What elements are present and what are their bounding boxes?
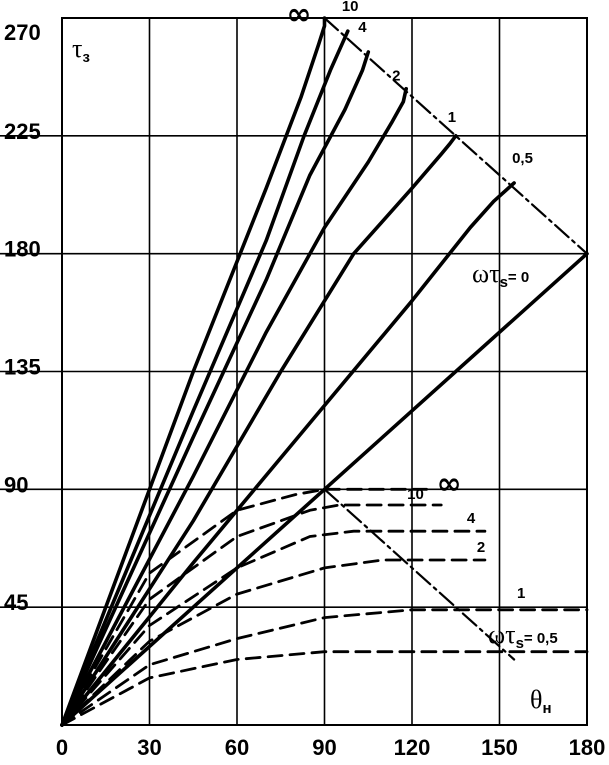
x-tick-label: 180 (569, 735, 606, 760)
solid-series-label: 0,5 (512, 150, 533, 167)
x-tick-label: 150 (481, 735, 518, 760)
y-tick-label: 135 (4, 355, 41, 380)
param-label-lower: ωτs= 0,5 (488, 620, 558, 652)
solid-series-label: 10 (342, 0, 359, 15)
param-label-upper: ωτs= 0 (472, 259, 529, 291)
y-tick-label: 90 (4, 472, 28, 497)
solid-series-label: 1 (448, 109, 456, 126)
grid-layer (0, 17, 588, 726)
solid-series-label: 2 (392, 68, 400, 85)
tick-layer: 0 30 60 90 120 150 180 45 90 135 180 225 270 (4, 20, 605, 760)
solid-series-line (60, 134, 458, 727)
boundary-line (323, 16, 589, 255)
dashed-series-line (60, 650, 589, 727)
solid-series-label: 4 (358, 19, 367, 36)
y-tick-label: 180 (4, 237, 41, 262)
dashed-series-label: 2 (477, 539, 485, 556)
dashed-series-line (60, 487, 429, 727)
x-tick-label: 120 (394, 735, 431, 760)
dashed-series-label: ∞ (437, 466, 462, 501)
dashed-series-line (60, 608, 589, 727)
dashed-series-line (60, 487, 326, 727)
x-tick-label: 90 (312, 735, 336, 760)
solid-series-label: ∞ (287, 0, 312, 32)
dashed-series-line (60, 558, 487, 727)
x-tick-label: 60 (225, 735, 249, 760)
dashed-series-line (60, 529, 487, 727)
y-axis-label: τз (72, 34, 90, 66)
dashed-series-line (60, 503, 443, 727)
solid-series-line (60, 50, 371, 727)
dashed-series-label: 10 (407, 486, 424, 503)
x-axis-label: θн (530, 685, 552, 717)
dashed-series-label: 4 (467, 510, 476, 527)
solid-series-line (60, 181, 516, 727)
solid-series-line (60, 29, 350, 727)
x-tick-label: 0 (56, 735, 68, 760)
y-tick-label: 45 (4, 590, 28, 615)
solid-series-line (60, 86, 409, 727)
boundary-line (323, 488, 516, 661)
y-tick-label: 270 (4, 20, 41, 45)
solid-series-line (60, 16, 327, 727)
y-tick-label: 225 (4, 119, 41, 144)
x-tick-label: 30 (137, 735, 161, 760)
series-layer (60, 16, 589, 727)
dashed-series-label: 1 (517, 585, 525, 602)
